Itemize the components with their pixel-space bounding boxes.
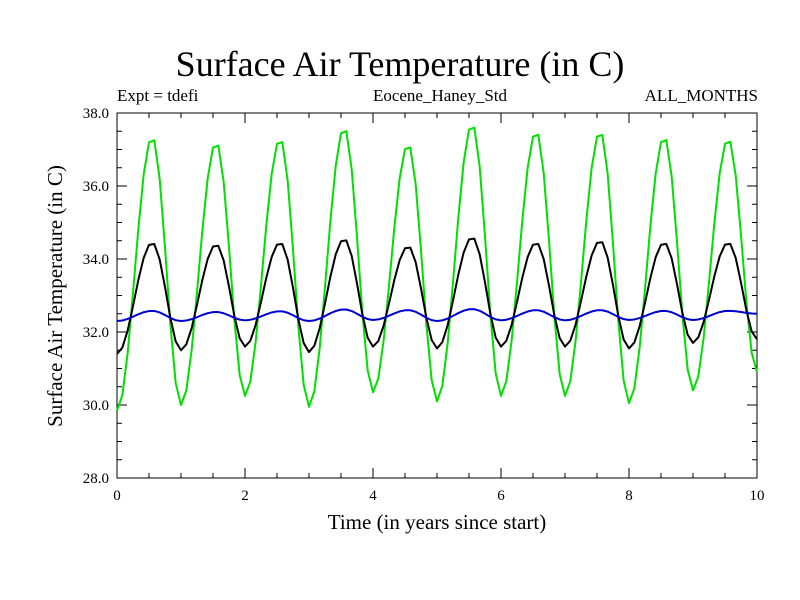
x-tick-label: 6 [497, 488, 505, 504]
run-name-label: Eocene_Haney_Std [372, 86, 508, 105]
y-tick-label: 32.0 [83, 325, 109, 341]
plot-frame [116, 112, 758, 479]
y-tick-label: 30.0 [83, 398, 109, 414]
series-line-2 [116, 237, 758, 355]
x-axis-label: Time (in years since start) [327, 510, 547, 534]
axis-ticks: 0 2 4 6 8 10 28.0 30.0 32.0 34.0 36.0 38.0 [83, 106, 765, 504]
x-tick-label: 8 [625, 488, 633, 504]
months-label: ALL_MONTHS [644, 86, 758, 105]
series-line-1 [116, 126, 758, 411]
y-axis-label: Surface Air Temperature (in C) [43, 165, 67, 427]
y-tick-label: 38.0 [83, 106, 109, 122]
x-tick-label: 2 [241, 488, 249, 504]
chart-title: Surface Air Temperature (in C) [175, 44, 625, 84]
x-tick-label: 0 [113, 488, 121, 504]
y-tick-label: 36.0 [83, 179, 109, 195]
y-tick-label: 28.0 [83, 471, 109, 487]
series-lines [116, 126, 758, 411]
y-tick-label: 34.0 [83, 252, 109, 268]
x-tick-label: 10 [750, 488, 765, 504]
series-line-3 [116, 308, 758, 323]
x-tick-label: 4 [369, 488, 377, 504]
experiment-label: Expt = tdefi [117, 86, 199, 105]
